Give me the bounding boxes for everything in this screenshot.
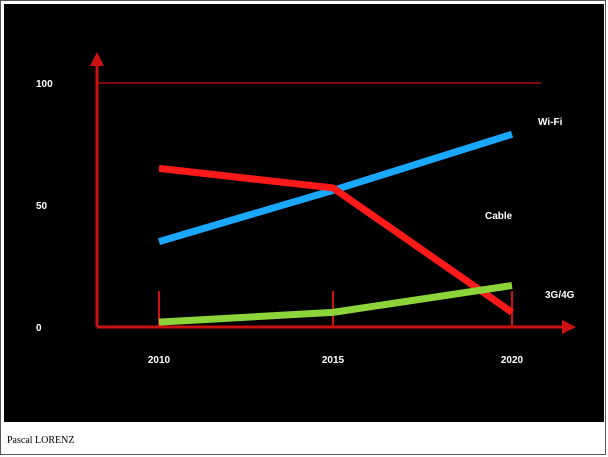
series-label-wi-fi: Wi-Fi bbox=[538, 117, 563, 128]
series-label-cable: Cable bbox=[485, 211, 513, 222]
y-tick-label-50: 50 bbox=[36, 201, 48, 212]
x-tick-label-2010: 2010 bbox=[148, 355, 171, 366]
series-line-cable bbox=[158, 164, 514, 316]
line-chart: 0 50 100 2010 2015 2020 Wi-Fi Cable 3G/4G bbox=[36, 52, 576, 366]
y-tick-label-0: 0 bbox=[36, 323, 42, 334]
x-tick-label-2020: 2020 bbox=[501, 355, 524, 366]
author-footer: Pascal LORENZ bbox=[7, 435, 75, 446]
chart-panel: 0 50 100 2010 2015 2020 Wi-Fi Cable 3G/4G bbox=[4, 4, 604, 422]
y-tick-label-100: 100 bbox=[36, 79, 53, 90]
series-label-3g-4g: 3G/4G bbox=[545, 290, 575, 301]
x-axis-arrow bbox=[562, 320, 576, 334]
x-tick-label-2015: 2015 bbox=[322, 355, 345, 366]
series-line-3g-4g bbox=[158, 282, 513, 326]
y-axis-arrow bbox=[90, 52, 104, 66]
